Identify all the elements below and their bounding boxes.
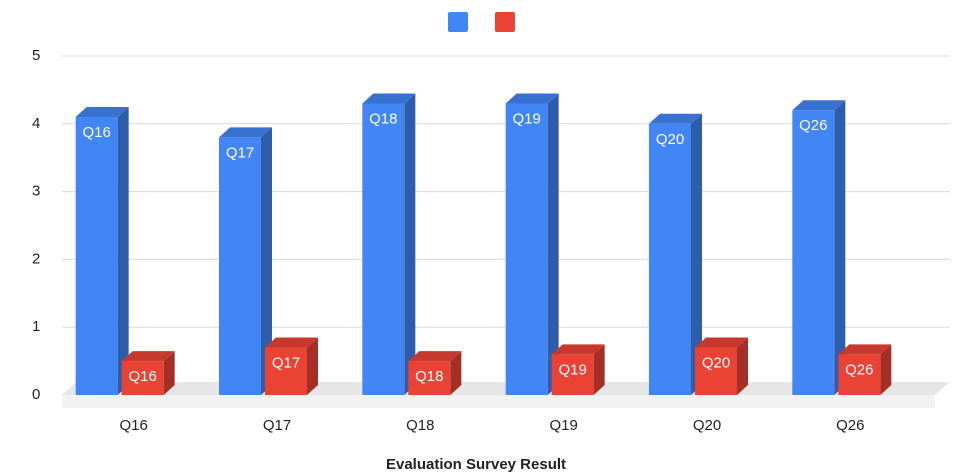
bar <box>792 110 835 396</box>
data-label: Q20 <box>656 131 684 148</box>
bar-side <box>593 344 605 395</box>
bar-top <box>505 93 559 104</box>
x-tick-label: Q18 <box>406 417 434 434</box>
data-label: Q18 <box>369 110 397 127</box>
bar <box>838 354 881 395</box>
y-tick-label: 4 <box>32 115 40 132</box>
bar-side <box>261 127 272 396</box>
y-tick-label: 5 <box>32 47 40 64</box>
data-label: Q19 <box>558 361 586 378</box>
bar <box>362 103 405 396</box>
x-tick-label: Q26 <box>836 417 864 434</box>
bar-side <box>737 337 748 395</box>
bar-side <box>880 344 892 395</box>
data-label: Q18 <box>415 368 443 385</box>
bar-top <box>551 344 605 355</box>
data-label: Q17 <box>226 144 254 161</box>
bar <box>219 137 261 396</box>
bar-top <box>695 337 748 348</box>
bar-top <box>75 107 129 118</box>
bar-top <box>792 100 846 111</box>
legend-swatch <box>448 12 468 32</box>
bar <box>551 354 594 395</box>
bar <box>505 103 548 396</box>
bar-side <box>117 107 129 396</box>
bar-side <box>163 351 175 395</box>
bar-side <box>307 337 318 395</box>
bar-top <box>649 113 702 124</box>
bar <box>695 347 737 395</box>
data-label: Q26 <box>799 117 827 134</box>
data-label: Q17 <box>272 355 300 372</box>
bar-side <box>834 100 846 396</box>
bar <box>121 361 164 395</box>
bar-side <box>547 93 559 396</box>
bar-top <box>408 351 462 362</box>
y-tick-label: 2 <box>32 250 40 267</box>
data-label: Q16 <box>128 368 156 385</box>
bar <box>408 361 451 395</box>
x-tick-label: Q16 <box>119 417 147 434</box>
bar-side <box>450 351 462 395</box>
bar <box>75 117 118 396</box>
data-label: Q26 <box>845 361 873 378</box>
data-label: Q19 <box>512 110 540 127</box>
bar <box>265 347 307 395</box>
bar-top <box>362 93 416 104</box>
legend-swatch <box>495 12 515 32</box>
y-tick-label: 0 <box>32 386 40 403</box>
bar-top <box>219 127 272 138</box>
floor-edge <box>62 395 935 408</box>
bar-top <box>121 351 175 362</box>
data-label: Q16 <box>82 124 110 141</box>
bar-top <box>265 337 318 348</box>
bar-side <box>691 113 702 396</box>
data-label: Q20 <box>702 355 730 372</box>
x-tick-label: Q17 <box>263 417 291 434</box>
y-tick-label: 1 <box>32 318 40 335</box>
x-tick-label: Q19 <box>549 417 577 434</box>
x-axis-title: Evaluation Survey Result <box>386 456 566 473</box>
bar-top <box>838 344 892 355</box>
x-tick-label: Q20 <box>693 417 721 434</box>
bar-side <box>404 93 416 396</box>
bar <box>649 123 691 396</box>
y-tick-label: 3 <box>32 183 40 200</box>
